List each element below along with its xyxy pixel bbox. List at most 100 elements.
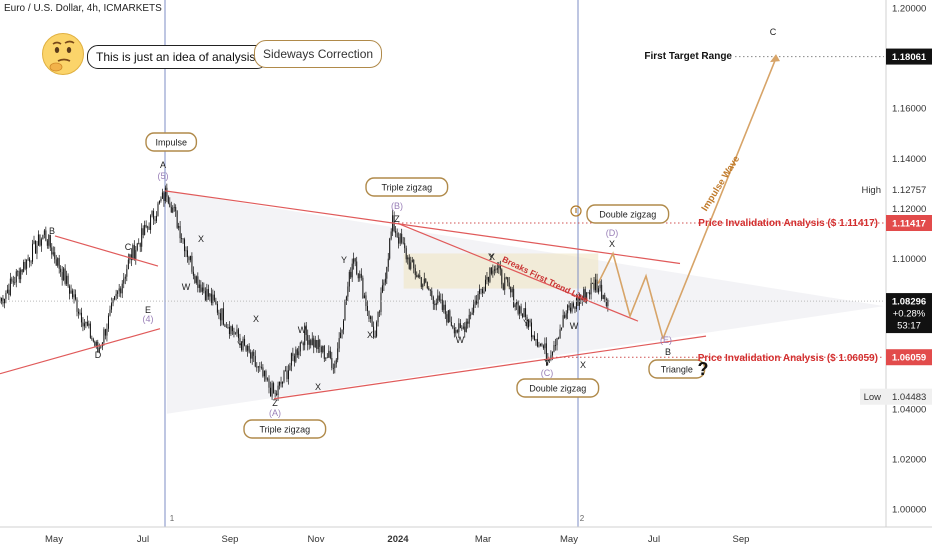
candle-body xyxy=(85,321,87,324)
candle-body xyxy=(139,243,141,247)
candle-body xyxy=(526,316,528,328)
candle-body xyxy=(136,243,138,251)
candle-body xyxy=(425,278,427,283)
candle-body xyxy=(34,240,36,254)
impulse-box-text: Impulse xyxy=(155,138,187,148)
candle-body xyxy=(129,254,131,260)
candle-body xyxy=(531,322,533,338)
candle-body xyxy=(191,255,193,272)
candle-body xyxy=(407,257,409,260)
candle-body xyxy=(568,305,570,308)
candle-body xyxy=(446,314,448,323)
candle-body xyxy=(479,289,481,294)
wave-label-Z: Z xyxy=(272,398,278,408)
candle-body xyxy=(379,311,381,313)
candle-body xyxy=(75,294,77,300)
target-price-tag xyxy=(886,48,932,65)
candle-body xyxy=(126,269,128,277)
candle-body xyxy=(135,250,137,260)
candle-body xyxy=(112,299,114,304)
candle-body xyxy=(411,259,413,263)
candle-body xyxy=(376,322,378,337)
candle-body xyxy=(353,258,355,264)
invalidation-upper-label: Price Invalidation Analysis ($ 1.11417) xyxy=(698,218,878,229)
candle-body xyxy=(490,267,492,274)
candle-body xyxy=(502,284,504,290)
candle-body xyxy=(179,226,181,239)
wave-label-X: X xyxy=(367,330,373,340)
candle-body xyxy=(528,320,530,328)
candle-body xyxy=(553,344,555,352)
candle-body xyxy=(410,262,412,269)
candle-body xyxy=(517,301,519,314)
candle-body xyxy=(447,310,449,323)
candle-body xyxy=(435,303,437,306)
candle-body xyxy=(247,345,249,351)
candle-body xyxy=(23,261,25,272)
candle-body xyxy=(432,296,434,304)
candle-body xyxy=(483,291,485,293)
wave-label-purple: (C) xyxy=(541,368,554,378)
candle-body xyxy=(408,257,410,269)
candle-body xyxy=(362,277,364,299)
candle-body xyxy=(39,234,41,246)
candle-body xyxy=(467,321,469,324)
candle-body xyxy=(542,345,544,349)
candle-body xyxy=(178,226,180,228)
wave-label-A: A xyxy=(160,160,166,170)
candle-body xyxy=(574,306,576,309)
y-tick-label: 1.10000 xyxy=(892,254,926,265)
candle-body xyxy=(538,345,540,347)
candle-body xyxy=(529,320,531,323)
candle-body xyxy=(519,306,521,314)
candle-body xyxy=(259,366,261,368)
candle-body xyxy=(575,298,577,309)
wave-label-Y: Y xyxy=(523,318,529,328)
candle-body xyxy=(94,341,96,346)
candle-body xyxy=(604,295,606,300)
candle-body xyxy=(338,338,340,349)
candle-body xyxy=(73,294,75,298)
candle-body xyxy=(441,299,443,310)
candle-body xyxy=(236,329,238,334)
current-price-tag-text: 1.08296 xyxy=(892,297,926,308)
candle-body xyxy=(166,187,168,197)
candle-body xyxy=(219,313,221,321)
candle-body xyxy=(450,322,452,326)
candle-body xyxy=(462,326,464,329)
candle-body xyxy=(103,329,105,343)
candle-body xyxy=(170,206,172,213)
low-tag xyxy=(860,388,932,405)
wave-label-W: W xyxy=(298,325,307,335)
first-target-label: First Target Range xyxy=(644,51,732,62)
candle-body xyxy=(239,338,241,343)
candle-body xyxy=(6,289,8,294)
candle-body xyxy=(559,329,561,339)
candle-body xyxy=(578,298,580,306)
candle-body xyxy=(316,339,318,350)
wave-label-Y: Y xyxy=(237,340,243,350)
candle-body xyxy=(522,313,524,318)
candle-body xyxy=(377,311,379,323)
candle-body xyxy=(194,275,196,283)
candle-body xyxy=(384,278,386,283)
candle-body xyxy=(587,292,589,294)
candle-body xyxy=(329,350,331,359)
candle-body xyxy=(251,352,253,359)
candle-body xyxy=(461,328,463,329)
candle-body xyxy=(489,267,491,282)
candle-body xyxy=(363,295,365,299)
consolidation-box xyxy=(403,253,599,289)
candle-body xyxy=(328,350,330,358)
candle-body xyxy=(453,327,455,334)
candle-body xyxy=(124,276,126,279)
candle-body xyxy=(477,293,479,304)
wave-label-Y: Y xyxy=(544,358,550,368)
candle-body xyxy=(320,346,322,353)
wave-label-X: X xyxy=(315,382,321,392)
candle-body xyxy=(381,285,383,293)
candle-body xyxy=(118,288,120,292)
candle-body xyxy=(405,248,407,260)
